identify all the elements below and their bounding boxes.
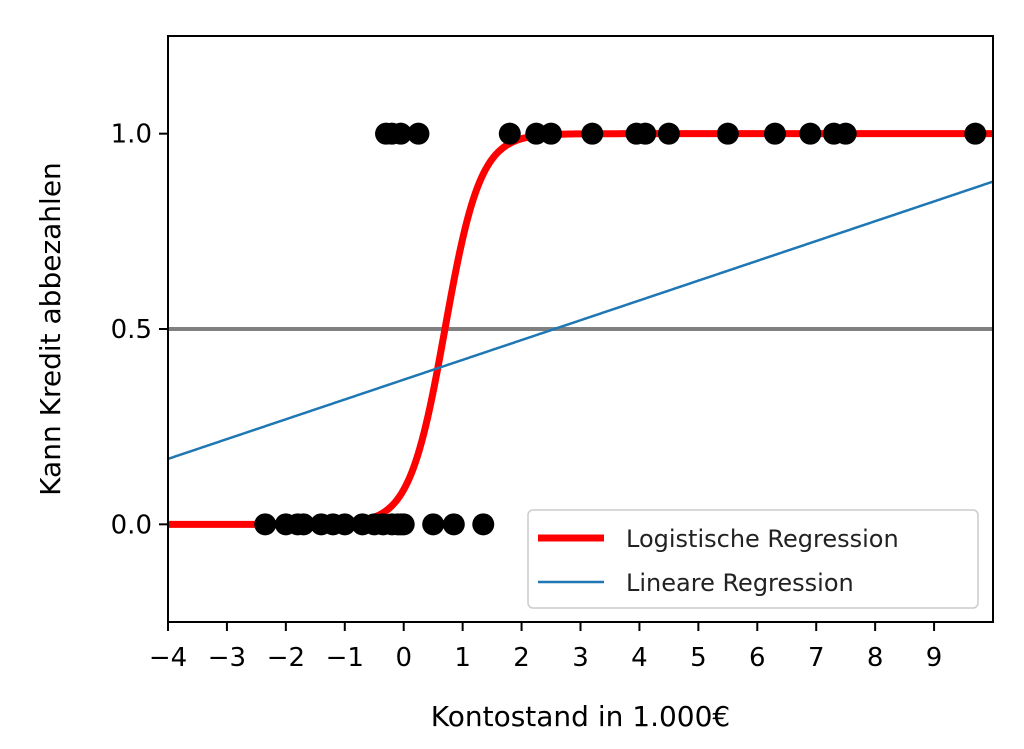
- x-tick-label: 8: [867, 643, 884, 673]
- data-point-class-0: [333, 513, 356, 536]
- x-tick-label: 1: [454, 643, 471, 673]
- data-point-class-1: [964, 122, 987, 145]
- y-tick-label: 1.0: [111, 120, 152, 150]
- legend-box: [527, 509, 979, 609]
- x-tick-label: −1: [326, 643, 364, 673]
- data-point-class-1: [407, 122, 430, 145]
- data-point-class-1: [389, 122, 412, 145]
- x-tick-label: −2: [267, 643, 305, 673]
- data-point-class-1: [799, 122, 822, 145]
- y-axis-label: Kann Kredit abbezahlen: [34, 162, 67, 496]
- x-tick-label: 6: [749, 643, 766, 673]
- axes: −4 −3 −2 −1 0 1 2 3 4 5 6 7 8 9 0.0 0.5 1.0: [111, 35, 994, 673]
- x-tick-label: −4: [149, 643, 187, 673]
- data-point-class-1: [540, 122, 563, 145]
- y-tick-label: 0.5: [111, 315, 152, 345]
- data-point-class-1: [834, 122, 857, 145]
- x-axis-label: Kontostand in 1.000€: [431, 700, 731, 733]
- x-tick-label: 0: [395, 643, 412, 673]
- linear-regression-line: [168, 180, 993, 461]
- data-point-class-0: [392, 513, 415, 536]
- data-point-class-1: [634, 122, 657, 145]
- x-tick-label: −3: [208, 643, 246, 673]
- data-point-class-1: [657, 122, 680, 145]
- x-tick-label: 3: [572, 643, 589, 673]
- data-point-class-1: [498, 122, 521, 145]
- x-tick-label: 9: [926, 643, 943, 673]
- data-point-class-0: [422, 513, 445, 536]
- y-tick-label: 0.0: [111, 510, 152, 540]
- data-point-class-1: [716, 122, 739, 145]
- x-tick-label: 5: [690, 643, 707, 673]
- x-tick-label: 7: [808, 643, 825, 673]
- data-point-class-1: [581, 122, 604, 145]
- legend: Logistische Regression Lineare Regression: [527, 509, 979, 609]
- data-point-class-0: [442, 513, 465, 536]
- x-tick-label: 4: [631, 643, 648, 673]
- legend-entry-label: Lineare Regression: [626, 569, 854, 597]
- legend-entry-label: Logistische Regression: [626, 525, 899, 553]
- data-point-class-0: [472, 513, 495, 536]
- data-point-class-0: [254, 513, 277, 536]
- x-tick-label: 2: [513, 643, 530, 673]
- data-point-class-0: [292, 513, 315, 536]
- data-point-class-1: [763, 122, 786, 145]
- plot-area: [168, 122, 993, 536]
